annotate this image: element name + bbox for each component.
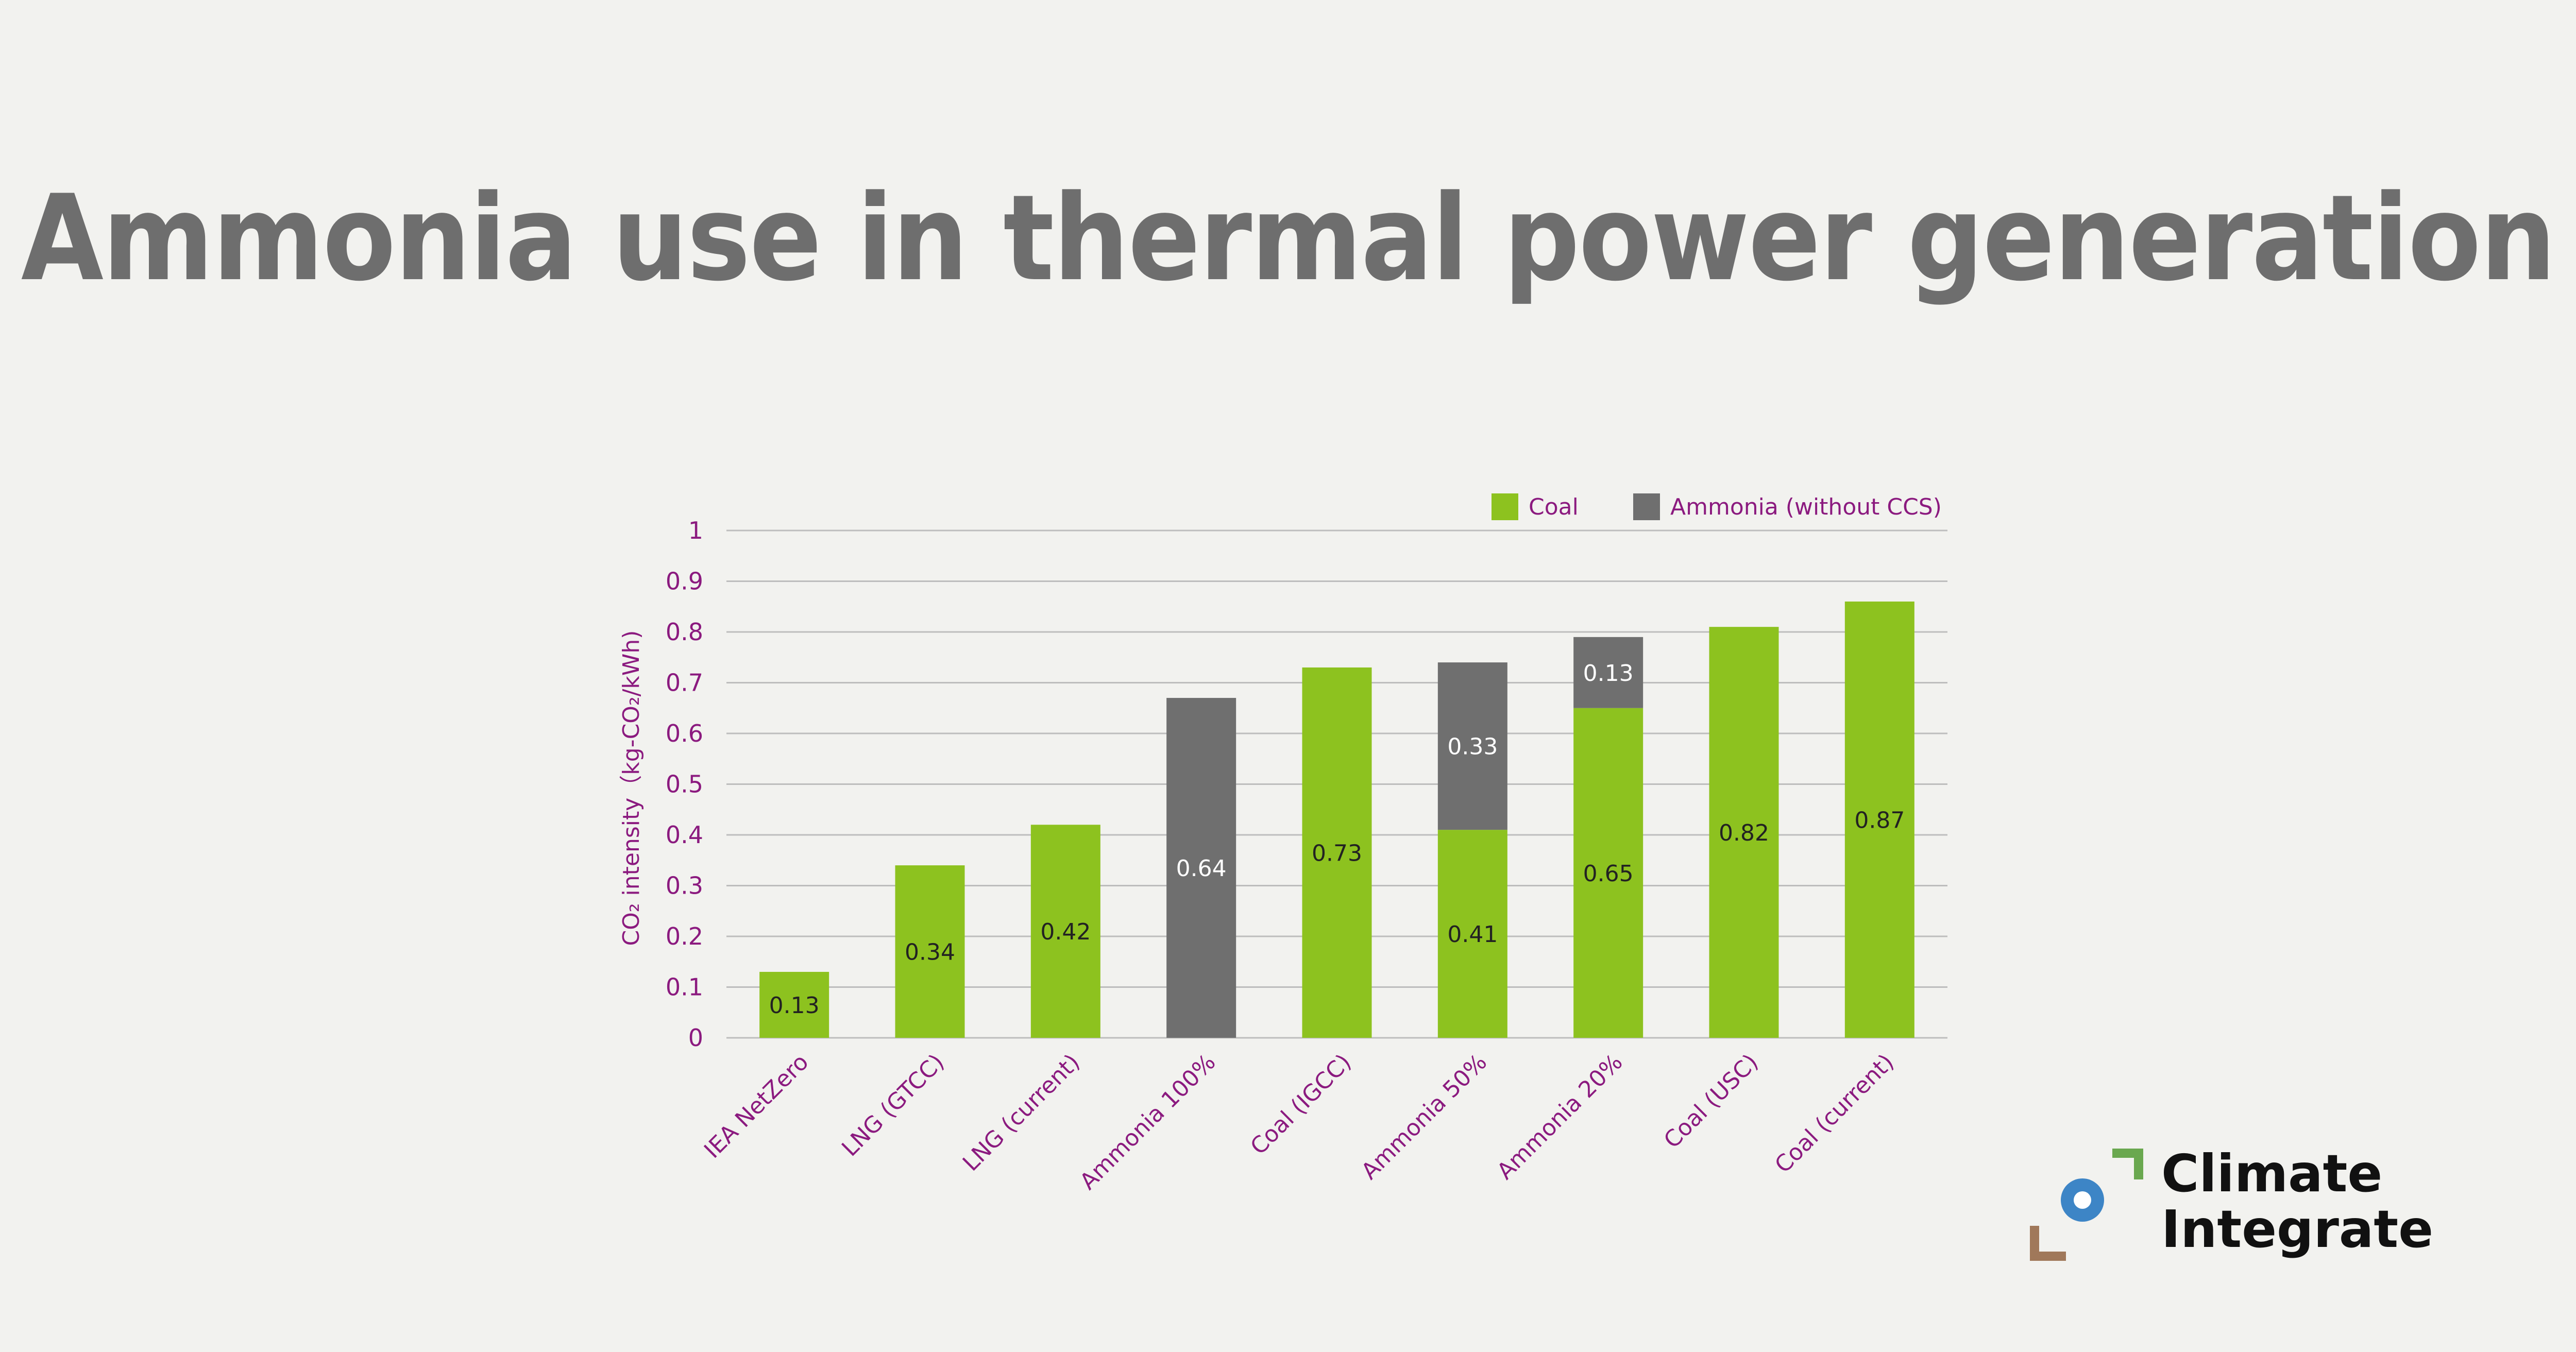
data-label-coal: 0.82 xyxy=(1719,820,1769,846)
x-tick-label: Ammonia 100% xyxy=(1075,1049,1221,1195)
x-tick-label: LNG (current) xyxy=(958,1049,1085,1176)
y-tick-label: 0 xyxy=(688,1024,703,1052)
data-label-coal: 0.13 xyxy=(769,992,820,1019)
data-label-coal: 0.42 xyxy=(1040,919,1091,945)
x-tick-label: Coal (USC) xyxy=(1659,1049,1764,1154)
bar-coal xyxy=(1437,830,1507,1038)
y-tick-label: 0.7 xyxy=(666,669,703,697)
y-tick-label: 0.4 xyxy=(666,821,703,849)
data-label-coal: 0.41 xyxy=(1447,921,1498,948)
x-tick-label: Coal (IGCC) xyxy=(1245,1049,1356,1160)
bar-coal xyxy=(895,865,965,1038)
bar-coal xyxy=(1573,708,1643,1038)
data-label-ammonia: 0.64 xyxy=(1176,855,1227,882)
y-axis-label: CO₂ intensity（kg-CO₂/kWh) xyxy=(618,630,645,946)
logo-mark-icon xyxy=(2030,1149,2143,1261)
x-tick-label: IEA NetZero xyxy=(699,1049,814,1163)
bar-coal xyxy=(1844,601,1914,1038)
x-tick-label: Coal (current) xyxy=(1770,1049,1899,1178)
legend: Coal Ammonia (without CCS) xyxy=(1492,493,1942,520)
y-tick-label: 0.5 xyxy=(666,771,703,798)
y-tick-label: 0.9 xyxy=(666,568,703,595)
bar-coal xyxy=(1302,667,1372,1038)
bar-coal xyxy=(1709,627,1779,1038)
data-label-coal: 0.73 xyxy=(1312,840,1362,866)
legend-label: Ammonia (without CCS) xyxy=(1670,494,1942,520)
y-tick-labels: 0 0.1 0.2 0.3 0.4 0.5 0.6 0.7 0.8 0.9 1 xyxy=(666,517,703,1052)
x-tick-label: Ammonia 20% xyxy=(1492,1049,1628,1185)
y-tick-label: 0.8 xyxy=(666,618,703,646)
legend-swatch xyxy=(1492,493,1518,520)
climate-integrate-logo: Climate Integrate xyxy=(2025,1143,2488,1272)
logo-line-2: Integrate xyxy=(2161,1199,2434,1259)
bar-ammonia xyxy=(1437,662,1507,830)
data-label-coal: 0.65 xyxy=(1583,861,1634,887)
x-tick-label: LNG (GTCC) xyxy=(837,1049,950,1162)
bar-ammonia xyxy=(1166,698,1236,1038)
data-label-coal: 0.87 xyxy=(1854,807,1905,833)
x-tick-labels: IEA NetZero LNG (GTCC) LNG (current)Ammoni… xyxy=(699,1049,1899,1195)
legend-swatch xyxy=(1633,493,1660,520)
y-tick-label: 0.2 xyxy=(666,922,703,950)
logo-line-1: Climate xyxy=(2161,1143,2383,1204)
bars: 0.13 0.34 0.42 0.64 0.73 0.41 0.33 0.65 0.13 0.82… xyxy=(759,601,1914,1038)
y-tick-label: 0.3 xyxy=(666,872,703,900)
bar-coal xyxy=(759,971,829,1038)
legend-label: Coal xyxy=(1529,494,1579,520)
y-tick-label: 1 xyxy=(688,517,703,544)
y-tick-label: 0.1 xyxy=(666,973,703,1001)
bar-ammonia xyxy=(1573,637,1643,708)
x-tick-label: Ammonia 50% xyxy=(1357,1049,1492,1185)
y-tick-label: 0.6 xyxy=(666,720,703,747)
chart-title: Ammonia use in thermal power generation xyxy=(21,170,2556,307)
data-label-ammonia: 0.13 xyxy=(1583,660,1634,687)
logo-text: Climate Integrate xyxy=(2161,1146,2433,1257)
data-label-ammonia: 0.33 xyxy=(1447,734,1498,760)
data-label-coal: 0.34 xyxy=(905,939,955,966)
bar-coal xyxy=(1030,825,1100,1038)
